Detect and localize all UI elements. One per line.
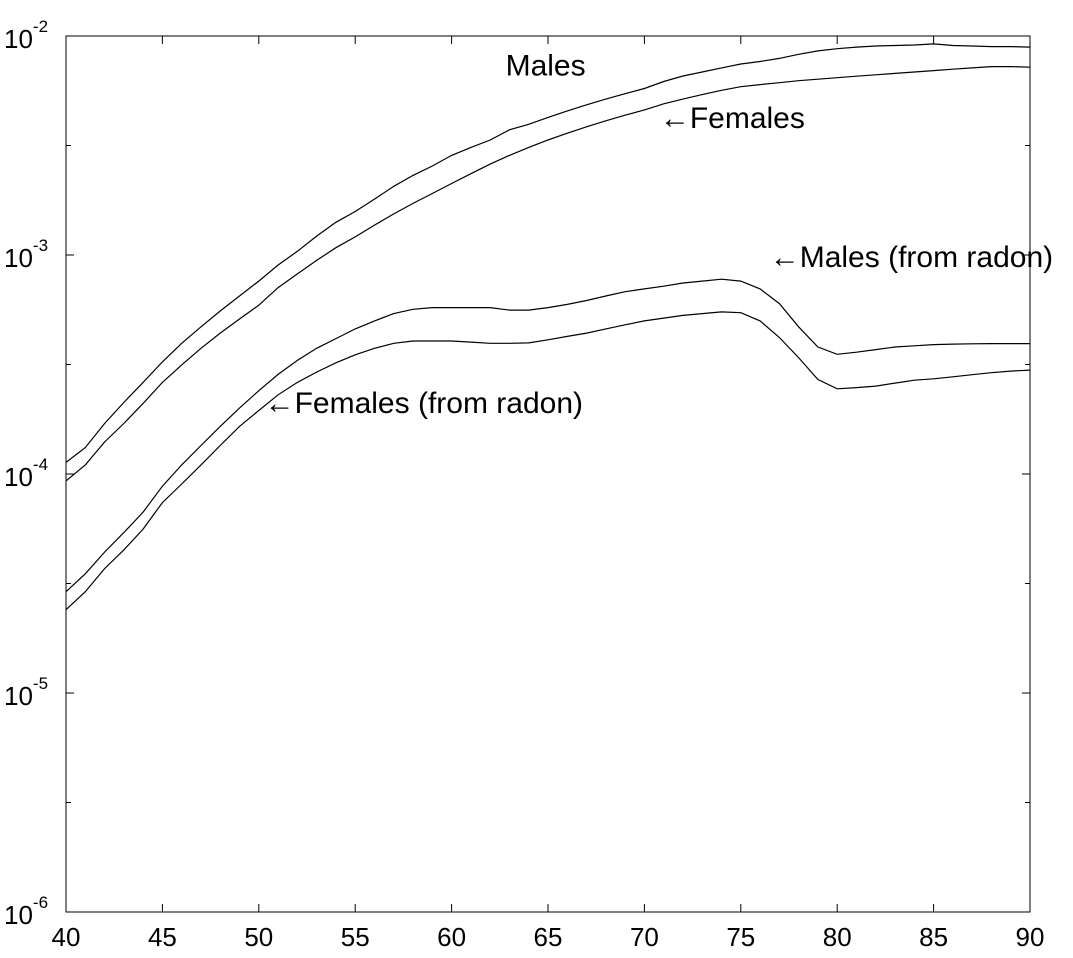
y-tick-label: 10-6 — [4, 893, 48, 930]
annotation-label: ←Females (from radon) — [265, 387, 583, 420]
y-tick-label: 10-5 — [4, 674, 48, 711]
x-tick-label: 50 — [244, 922, 273, 952]
series-line-females — [65, 65, 1031, 482]
plot-frame — [65, 35, 1031, 913]
x-tick-label: 40 — [52, 922, 81, 952]
x-tick-label: 85 — [919, 922, 948, 952]
series-line-females-from-radon — [65, 311, 1031, 611]
series-line-males-from-radon — [65, 278, 1030, 593]
annotations: Males ←Females ←Males (from radon) ←Females… — [265, 50, 1054, 420]
x-tick-label: 60 — [437, 922, 466, 952]
x-tick-label: 90 — [1016, 922, 1045, 952]
x-tick-label: 70 — [630, 922, 659, 952]
tick-marks — [65, 35, 1031, 913]
x-tick-label: 55 — [341, 922, 370, 952]
series-line-males — [65, 43, 1031, 463]
y-tick-labels: 10-6 10-5 10-4 10-3 10-2 — [4, 17, 48, 930]
y-tick-label: 10-3 — [4, 236, 48, 273]
annotation-label: ←Males (from radon) — [770, 241, 1053, 274]
series-lines — [65, 43, 1031, 611]
x-tick-label: 65 — [534, 922, 563, 952]
x-tick-label: 45 — [148, 922, 177, 952]
annotation-label: Males — [506, 50, 586, 83]
annotation-label: ←Females — [660, 102, 805, 135]
y-tick-label: 10-4 — [4, 455, 48, 492]
y-tick-label: 10-2 — [4, 17, 48, 54]
x-tick-labels: 40 45 50 55 60 65 70 75 80 85 90 — [52, 922, 1045, 952]
x-tick-label: 80 — [823, 922, 852, 952]
x-tick-label: 75 — [726, 922, 755, 952]
